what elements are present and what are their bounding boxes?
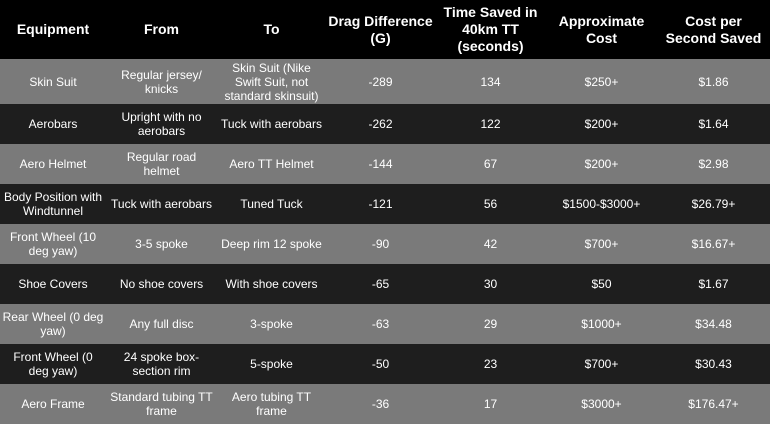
cell-equipment: Shoe Covers: [0, 264, 106, 304]
cell-equipment: Rear Wheel (0 deg yaw): [0, 304, 106, 344]
cell-drag: -63: [326, 304, 435, 344]
table-row: Aerobars Upright with no aerobars Tuck w…: [0, 104, 770, 144]
cell-time-saved: 56: [435, 184, 546, 224]
cell-to: Tuned Tuck: [217, 184, 326, 224]
cell-drag: -289: [326, 59, 435, 104]
cell-to: Aero TT Helmet: [217, 144, 326, 184]
cell-time-saved: 122: [435, 104, 546, 144]
header-row: Equipment From To Drag Difference (G) Ti…: [0, 0, 770, 59]
cell-drag: -121: [326, 184, 435, 224]
table-row: Rear Wheel (0 deg yaw) Any full disc 3-s…: [0, 304, 770, 344]
cell-from: Upright with no aerobars: [106, 104, 217, 144]
cell-cost: $1500-$3000+: [546, 184, 657, 224]
cell-from: 24 spoke box-section rim: [106, 344, 217, 384]
cell-time-saved: 29: [435, 304, 546, 344]
cell-cost-per-second: $2.98: [657, 144, 770, 184]
cell-drag: -50: [326, 344, 435, 384]
cell-equipment: Aero Frame: [0, 384, 106, 424]
cell-cost-per-second: $34.48: [657, 304, 770, 344]
table-row: Shoe Covers No shoe covers With shoe cov…: [0, 264, 770, 304]
cell-to: Tuck with aerobars: [217, 104, 326, 144]
cell-cost-per-second: $30.43: [657, 344, 770, 384]
cell-cost-per-second: $1.67: [657, 264, 770, 304]
cell-drag: -90: [326, 224, 435, 264]
cell-cost-per-second: $16.67+: [657, 224, 770, 264]
cell-to: Skin Suit (Nike Swift Suit, not standard…: [217, 59, 326, 104]
cell-drag: -65: [326, 264, 435, 304]
cell-cost: $50: [546, 264, 657, 304]
cell-drag: -262: [326, 104, 435, 144]
cell-drag: -144: [326, 144, 435, 184]
cell-to: With shoe covers: [217, 264, 326, 304]
header-to: To: [217, 0, 326, 59]
cell-cost: $200+: [546, 104, 657, 144]
cell-time-saved: 17: [435, 384, 546, 424]
cell-to: Aero tubing TT frame: [217, 384, 326, 424]
cell-to: 3-spoke: [217, 304, 326, 344]
cell-to: 5-spoke: [217, 344, 326, 384]
table-row: Aero Helmet Regular road helmet Aero TT …: [0, 144, 770, 184]
table-row: Front Wheel (0 deg yaw) 24 spoke box-sec…: [0, 344, 770, 384]
cell-time-saved: 42: [435, 224, 546, 264]
cell-from: Any full disc: [106, 304, 217, 344]
cell-equipment: Aerobars: [0, 104, 106, 144]
header-cost-per-second: Cost per Second Saved: [657, 0, 770, 59]
cell-time-saved: 23: [435, 344, 546, 384]
table-row: Skin Suit Regular jersey/ knicks Skin Su…: [0, 59, 770, 104]
cell-time-saved: 30: [435, 264, 546, 304]
cell-from: Regular road helmet: [106, 144, 217, 184]
cell-cost: $200+: [546, 144, 657, 184]
cell-cost: $700+: [546, 224, 657, 264]
cell-equipment: Front Wheel (0 deg yaw): [0, 344, 106, 384]
cell-cost: $700+: [546, 344, 657, 384]
cell-from: No shoe covers: [106, 264, 217, 304]
table-row: Front Wheel (10 deg yaw) 3-5 spoke Deep …: [0, 224, 770, 264]
header-approximate-cost: Approximate Cost: [546, 0, 657, 59]
cell-from: Standard tubing TT frame: [106, 384, 217, 424]
cell-cost: $3000+: [546, 384, 657, 424]
cell-cost-per-second: $26.79+: [657, 184, 770, 224]
header-equipment: Equipment: [0, 0, 106, 59]
cell-equipment: Aero Helmet: [0, 144, 106, 184]
cell-time-saved: 134: [435, 59, 546, 104]
cell-equipment: Front Wheel (10 deg yaw): [0, 224, 106, 264]
cell-from: Tuck with aerobars: [106, 184, 217, 224]
table-row: Aero Frame Standard tubing TT frame Aero…: [0, 384, 770, 424]
cell-cost: $250+: [546, 59, 657, 104]
cell-equipment: Skin Suit: [0, 59, 106, 104]
cell-cost-per-second: $1.64: [657, 104, 770, 144]
header-time-saved: Time Saved in 40km TT (seconds): [435, 0, 546, 59]
cell-time-saved: 67: [435, 144, 546, 184]
table-row: Body Position with Windtunnel Tuck with …: [0, 184, 770, 224]
cell-cost-per-second: $1.86: [657, 59, 770, 104]
cell-cost-per-second: $176.47+: [657, 384, 770, 424]
header-drag-difference: Drag Difference (G): [326, 0, 435, 59]
cell-cost: $1000+: [546, 304, 657, 344]
cell-drag: -36: [326, 384, 435, 424]
cell-from: Regular jersey/ knicks: [106, 59, 217, 104]
cell-equipment: Body Position with Windtunnel: [0, 184, 106, 224]
cell-from: 3-5 spoke: [106, 224, 217, 264]
cell-to: Deep rim 12 spoke: [217, 224, 326, 264]
header-from: From: [106, 0, 217, 59]
